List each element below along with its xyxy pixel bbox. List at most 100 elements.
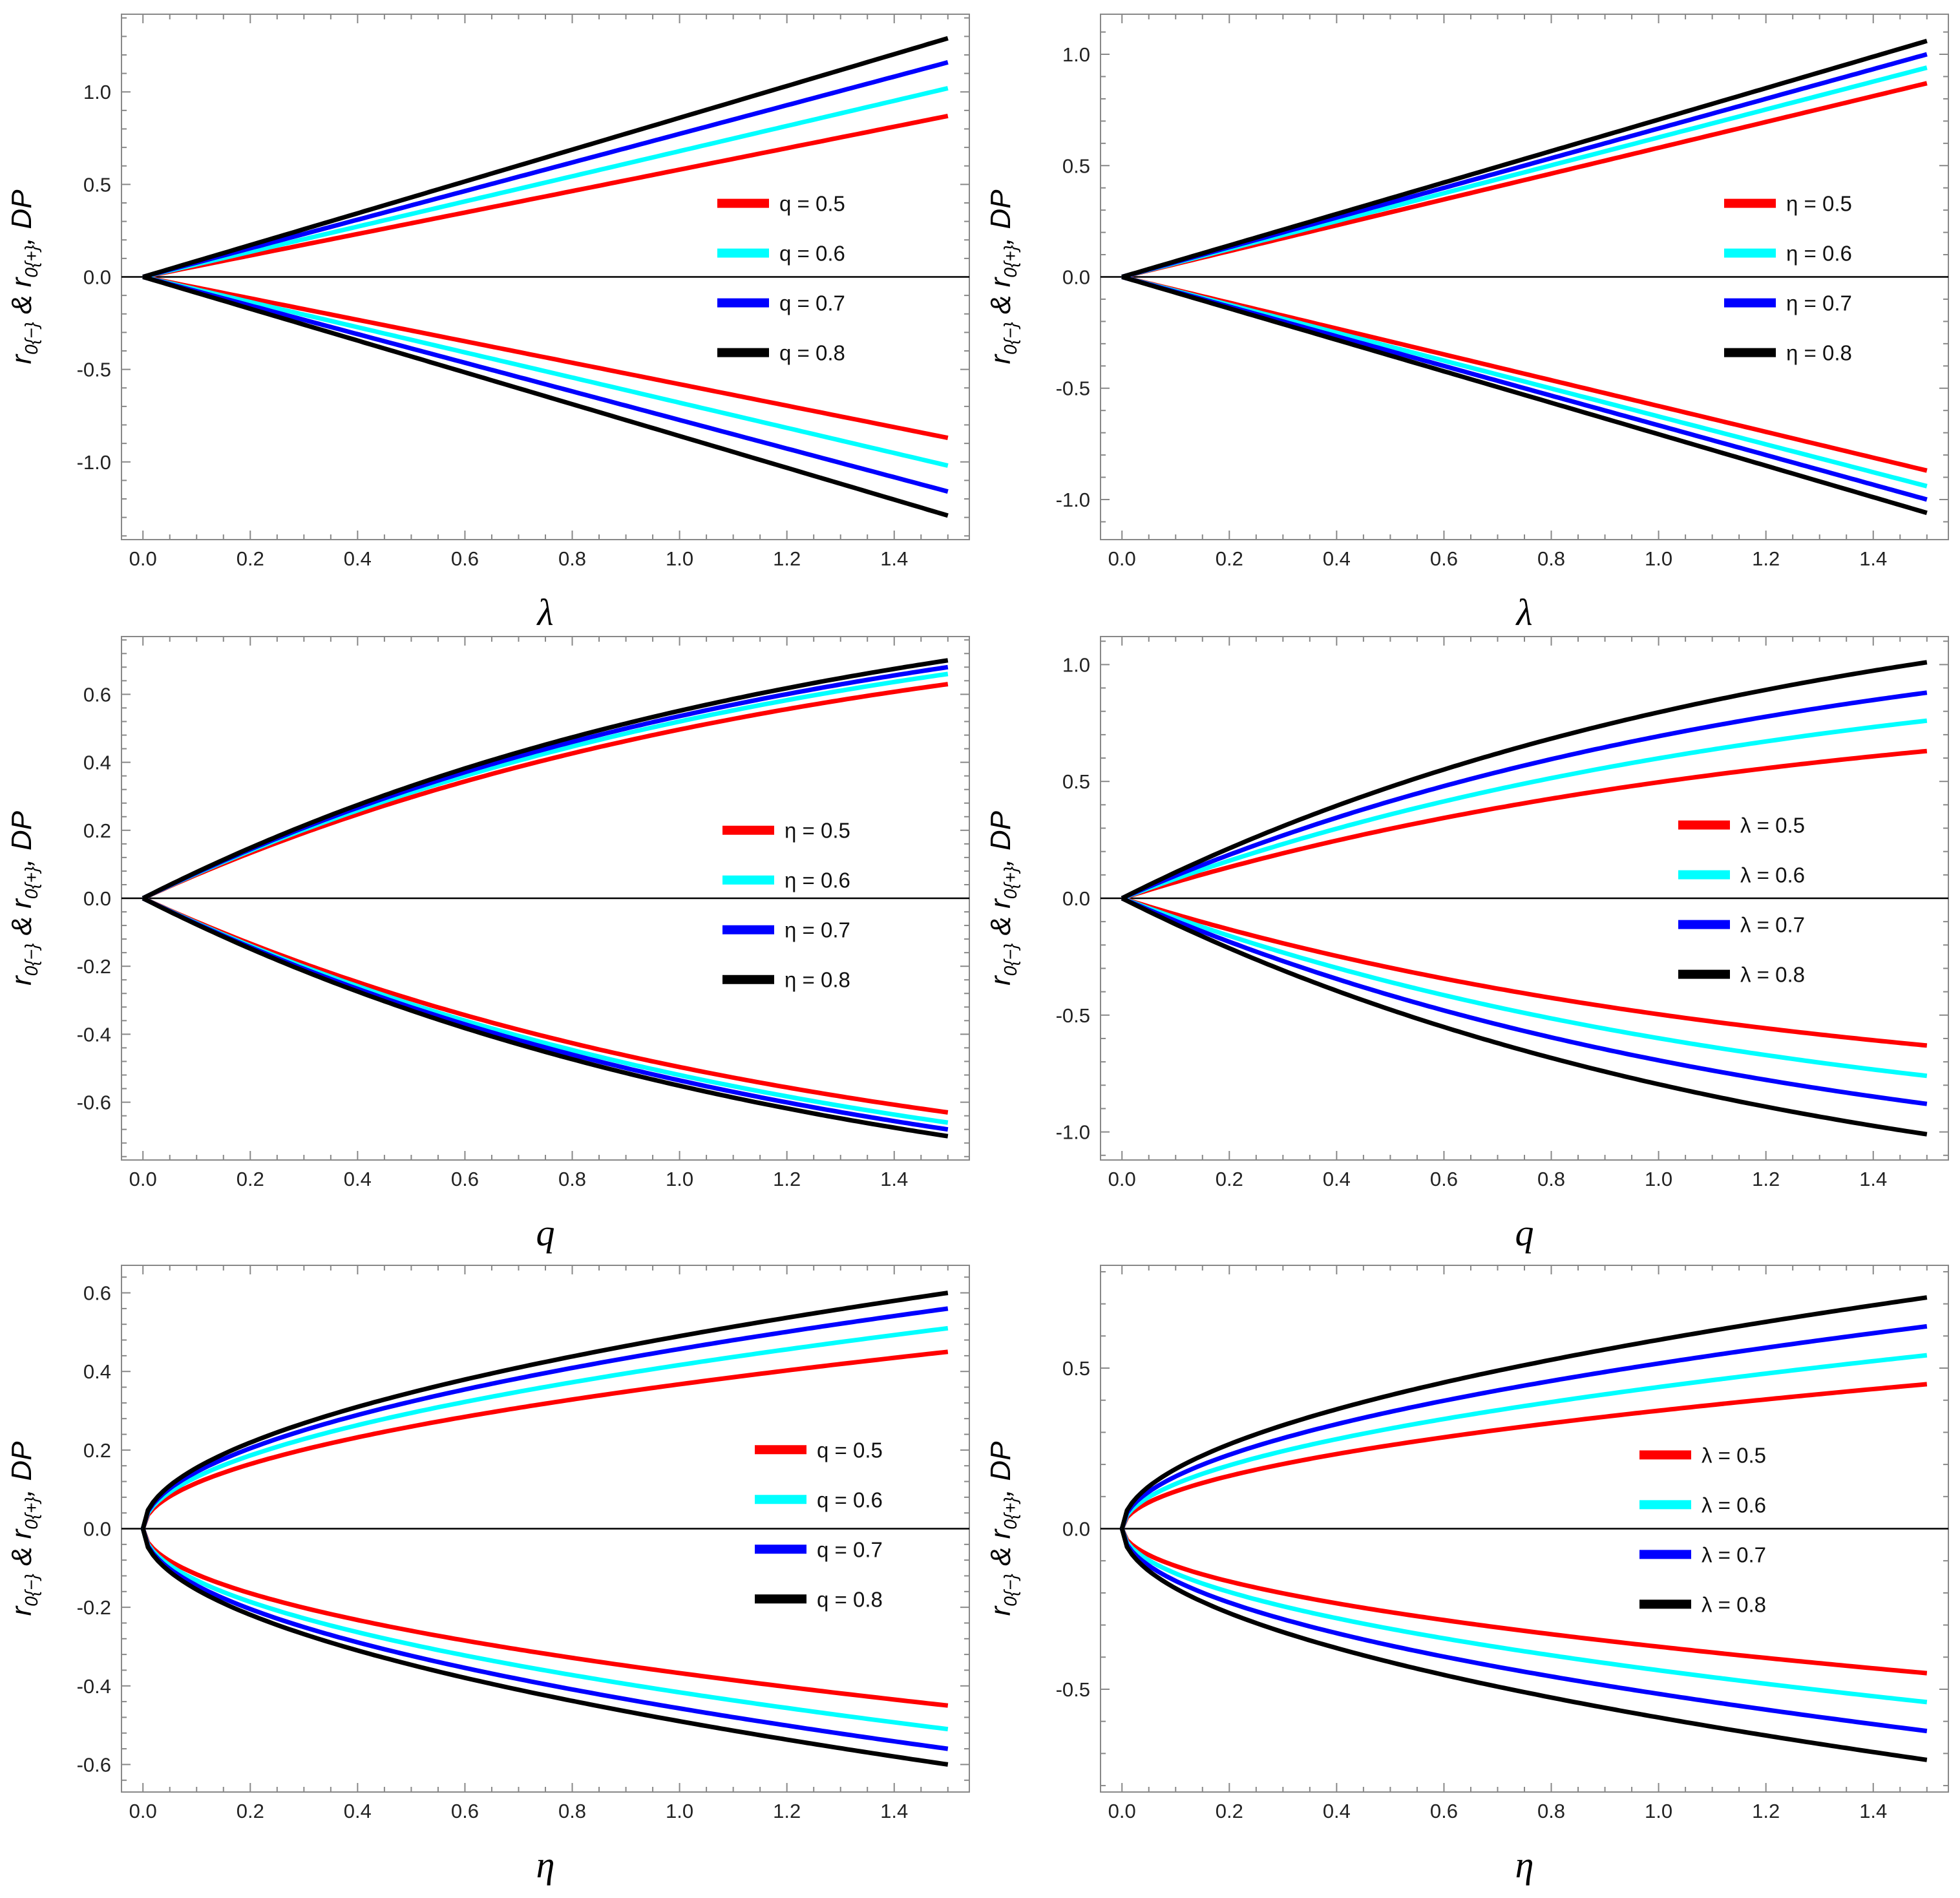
y-axis-label-text: , DP xyxy=(6,1441,37,1497)
y-axis-label-text: , DP xyxy=(985,810,1017,866)
y-tick-label: -0.5 xyxy=(1056,1678,1090,1701)
legend-label: λ = 0.8 xyxy=(1702,1592,1766,1616)
y-tick-label: 0.0 xyxy=(1062,266,1090,289)
legend-label: η = 0.8 xyxy=(1786,341,1852,365)
y-axis-label: r0{−} & r0{+}, DP xyxy=(985,189,1020,364)
y-axis-label-text: & r xyxy=(985,1528,1017,1574)
series-line-lower xyxy=(142,896,949,1115)
x-tick-label: 0.4 xyxy=(1323,1800,1351,1822)
y-tick-label: 0.2 xyxy=(83,819,111,842)
x-tick-label: 0.4 xyxy=(344,1800,372,1822)
x-tick-label: 0.0 xyxy=(1108,547,1136,570)
y-axis-label-subscript: 0{+} xyxy=(21,867,41,900)
x-tick-label: 0.8 xyxy=(558,1800,586,1822)
y-axis-label-subscript: 0{+} xyxy=(1000,867,1020,900)
chart-6: 0.0 0.2 0.4 0.6 0.8 1.0 1.2 1.4 -0.5 0.0 0.5 λ = 0.… xyxy=(985,1265,1949,1886)
legend: η = 0.5 η = 0.6 η = 0.7 η = 0.8 xyxy=(1724,192,1852,365)
x-tick-label: 1.2 xyxy=(773,1168,801,1190)
legend-label: q = 0.8 xyxy=(817,1587,883,1611)
y-axis-label-text: & r xyxy=(985,276,1017,322)
y-axis-label-text: , DP xyxy=(6,189,37,245)
series-line-upper xyxy=(1121,38,1928,279)
y-tick-label: 0.5 xyxy=(83,173,111,196)
y-axis-label-text: r xyxy=(6,353,37,364)
x-axis-label: q xyxy=(536,1212,555,1254)
y-tick-label: 0.5 xyxy=(1062,154,1090,177)
x-tick-label: 1.0 xyxy=(1645,1800,1672,1822)
chart-5: 0.0 0.2 0.4 0.6 0.8 1.0 1.2 1.4 -0.6 -0.4 -0.2 0.0 0… xyxy=(6,1265,970,1886)
x-axis-label: λ xyxy=(1515,591,1532,633)
legend-label: q = 0.7 xyxy=(779,291,845,315)
x-tick-label: 1.4 xyxy=(880,1168,908,1190)
x-tick-label: 0.6 xyxy=(451,1168,479,1190)
x-tick-label: 0.4 xyxy=(1323,1168,1351,1190)
y-axis-label-subscript: 0{−} xyxy=(1000,944,1020,976)
y-tick-label: 0.0 xyxy=(83,1518,111,1541)
y-axis-label: r0{−} & r0{+}, DP xyxy=(6,1441,41,1616)
x-tick-label: 0.4 xyxy=(344,547,372,570)
x-tick-label: 0.2 xyxy=(237,1168,264,1190)
x-tick-label: 1.4 xyxy=(1859,1168,1887,1190)
legend-label: η = 0.6 xyxy=(785,869,850,892)
x-tick-label: 0.0 xyxy=(129,1800,157,1822)
series-line-lower xyxy=(140,1528,949,1767)
series-line-lower xyxy=(142,275,949,468)
legend: λ = 0.5 λ = 0.6 λ = 0.7 λ = 0.8 xyxy=(1678,814,1805,987)
x-tick-label: 0.4 xyxy=(344,1168,372,1190)
legend-label: λ = 0.7 xyxy=(1740,913,1805,937)
y-tick-label: -0.6 xyxy=(77,1091,111,1114)
x-tick-label: 0.0 xyxy=(129,547,157,570)
x-tick-label: 0.6 xyxy=(451,1800,479,1822)
legend: q = 0.5 q = 0.6 q = 0.7 q = 0.8 xyxy=(755,1438,883,1611)
y-tick-label: -0.4 xyxy=(77,1675,111,1698)
series-line-lower xyxy=(140,1528,949,1751)
legend-label: λ = 0.7 xyxy=(1702,1543,1766,1566)
legend-label: η = 0.5 xyxy=(1786,192,1852,216)
x-tick-label: 0.8 xyxy=(558,547,586,570)
x-tick-label: 0.8 xyxy=(558,1168,586,1190)
series-line-lower xyxy=(1121,896,1928,1079)
y-tick-label: -0.5 xyxy=(77,359,111,381)
series-line-lower xyxy=(1121,275,1928,516)
y-axis-label-subscript: 0{−} xyxy=(21,1574,41,1607)
y-axis-label-subscript: 0{−} xyxy=(21,944,41,976)
x-tick-label: 0.6 xyxy=(1430,547,1458,570)
y-axis-label-text: r xyxy=(985,353,1017,364)
x-tick-label: 0.6 xyxy=(451,547,479,570)
x-tick-label: 1.0 xyxy=(666,1800,693,1822)
legend-label: λ = 0.6 xyxy=(1702,1493,1766,1517)
legend-label: q = 0.8 xyxy=(779,341,845,365)
x-tick-label: 1.2 xyxy=(773,547,801,570)
series-line-lower xyxy=(1119,1528,1928,1762)
x-tick-label: 0.8 xyxy=(1537,1800,1565,1822)
x-tick-label: 1.2 xyxy=(1752,1168,1780,1190)
x-tick-label: 0.2 xyxy=(237,1800,264,1822)
y-tick-label: -0.6 xyxy=(77,1753,111,1776)
series-line-lower xyxy=(1121,896,1928,1106)
x-tick-label: 1.0 xyxy=(666,547,693,570)
y-tick-label: 0.6 xyxy=(83,1282,111,1305)
x-axis-label: η xyxy=(536,1844,555,1886)
y-axis-label-subscript: 0{−} xyxy=(1000,322,1020,355)
y-tick-label: 0.5 xyxy=(1062,1357,1090,1380)
legend-label: q = 0.5 xyxy=(779,192,845,216)
y-tick-label: 0.6 xyxy=(83,683,111,706)
x-tick-label: 0.6 xyxy=(1430,1800,1458,1822)
y-tick-label: 1.0 xyxy=(83,81,111,103)
series-line-upper xyxy=(1121,690,1928,901)
series-line-upper xyxy=(140,1306,949,1530)
legend-label: q = 0.5 xyxy=(817,1438,883,1462)
y-tick-label: -0.4 xyxy=(77,1023,111,1046)
series-line-upper xyxy=(142,113,949,279)
y-axis-label-text: , DP xyxy=(6,810,37,866)
legend-label: λ = 0.8 xyxy=(1740,963,1805,987)
legend: η = 0.5 η = 0.6 η = 0.7 η = 0.8 xyxy=(722,819,850,992)
y-axis-label-subscript: 0{+} xyxy=(21,245,41,278)
legend-label: λ = 0.5 xyxy=(1702,1443,1766,1467)
series-line-lower xyxy=(1119,1528,1928,1705)
x-tick-label: 1.0 xyxy=(666,1168,693,1190)
legend: λ = 0.5 λ = 0.6 λ = 0.7 λ = 0.8 xyxy=(1639,1443,1766,1616)
y-axis-label: r0{−} & r0{+}, DP xyxy=(985,810,1020,986)
y-axis-label-text: & r xyxy=(6,1528,37,1574)
